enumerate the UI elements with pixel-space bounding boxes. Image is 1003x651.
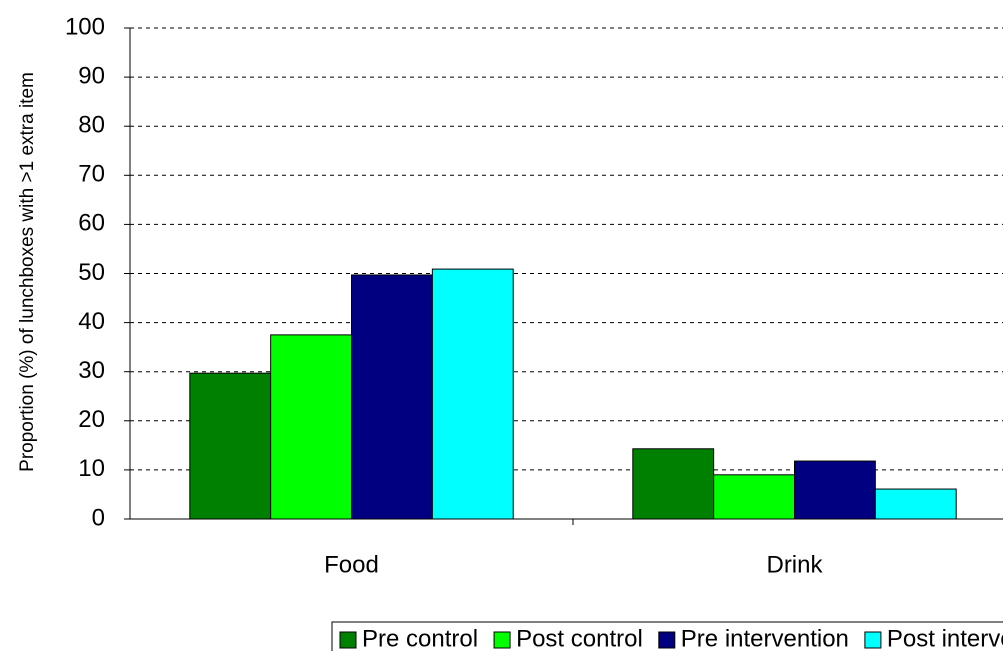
legend-swatch — [339, 631, 357, 649]
bar — [794, 460, 876, 520]
legend-label: Pre intervention — [681, 625, 849, 651]
bar — [270, 334, 352, 520]
x-tick-label: Drink — [766, 551, 823, 578]
bar — [189, 372, 272, 520]
y-tick-label: 60 — [78, 210, 105, 237]
y-tick-label: 0 — [92, 504, 105, 531]
y-tick-label: 30 — [78, 357, 105, 384]
y-tick-label: 10 — [78, 455, 105, 482]
y-tick-label: 90 — [78, 62, 105, 89]
y-tick-label: 20 — [78, 406, 105, 433]
bar — [351, 274, 433, 520]
y-axis-label: Proportion (%) of lunchboxes with >1 ext… — [17, 72, 38, 472]
legend-swatch — [493, 631, 511, 649]
legend-label: Post intervention — [887, 625, 1003, 651]
legend-label: Pre control — [362, 625, 478, 651]
legend-swatch — [658, 631, 676, 649]
bar — [431, 268, 514, 520]
x-tick-label: Food — [324, 551, 379, 578]
bar — [632, 448, 715, 520]
y-tick-label: 80 — [78, 112, 105, 139]
legend-label: Post control — [516, 625, 643, 651]
y-tick-label: 70 — [78, 161, 105, 188]
y-tick-label: 100 — [65, 13, 105, 40]
legend-swatch — [864, 631, 882, 649]
bar — [874, 488, 957, 520]
y-tick-label: 50 — [78, 259, 105, 286]
bar — [713, 474, 796, 520]
y-tick-label: 40 — [78, 308, 105, 335]
